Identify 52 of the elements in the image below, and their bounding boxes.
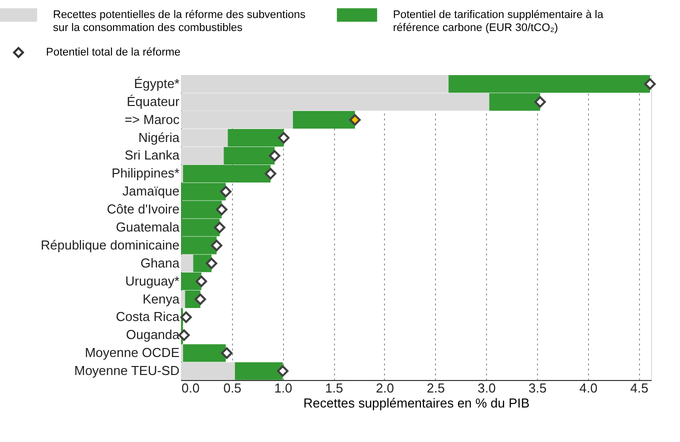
y-tick-label: => Maroc: [124, 112, 180, 127]
x-tick-label: 4.0: [579, 380, 598, 396]
point: [180, 311, 192, 323]
bar: [183, 344, 226, 362]
bar: [234, 362, 283, 380]
y-tick-label: Côte d'Ivoire: [106, 202, 180, 217]
point: [216, 204, 228, 216]
point: [264, 168, 276, 180]
y-tick-label: Guatemala: [116, 220, 180, 234]
point: [349, 114, 361, 126]
x-tick-label: 0.5: [223, 380, 242, 396]
legend-label: Potentiel total de la réforme: [46, 46, 181, 58]
x-tick-label: 1.5: [325, 380, 344, 396]
x-tick-label: 0.0: [182, 380, 200, 396]
y-tick-label: Jamaïque: [122, 184, 180, 199]
y-tick-label: Costa Rica: [116, 309, 180, 324]
y-tick-label: République dominicaine: [40, 237, 180, 252]
point: [644, 78, 656, 90]
point: [194, 294, 206, 306]
y-tick-label: Sri Lanka: [124, 148, 180, 163]
x-tick-label: 2.0: [376, 380, 394, 396]
y-tick-label: Égypte*: [134, 76, 180, 91]
bar: [181, 254, 194, 272]
point: [278, 132, 290, 144]
y-tick-label: Moyenne OCDE: [84, 345, 180, 360]
point: [221, 347, 233, 359]
x-tick-label: 2.5: [426, 380, 445, 396]
point: [206, 258, 218, 270]
point: [220, 186, 232, 198]
y-tick-label: Équateur: [126, 94, 180, 109]
point: [534, 96, 546, 108]
y-tick-label: Uruguay*: [125, 273, 180, 288]
x-tick-label: 4.5: [630, 380, 648, 396]
y-tick-label: Philippines*: [112, 166, 180, 181]
x-axis-title: Recettes supplémentaires en % du PIB: [303, 396, 530, 410]
point: [196, 276, 208, 288]
legend-label: Potentiel de tarification supplémentaire à la référence carbone (EUR 30/tCO₂): [393, 9, 604, 34]
point: [214, 222, 226, 234]
y-tick-label: Ouganda: [126, 327, 180, 342]
y-tick-label: Nigéria: [138, 130, 180, 145]
point: [268, 150, 280, 162]
y-tick-label: Ghana: [140, 255, 180, 270]
point: [276, 365, 288, 377]
legend-label: Recettes potentielles de la réforme des subventions sur la consommation des combustibles: [53, 9, 306, 34]
x-tick-label: 3.5: [528, 380, 547, 396]
y-tick-label: Moyenne TEU-SD: [74, 363, 180, 378]
y-tick-label: Kenya: [142, 291, 180, 306]
point: [210, 240, 222, 252]
x-tick-label: 3.0: [478, 380, 496, 396]
bar: [181, 290, 186, 308]
x-tick-label: 1.0: [274, 380, 292, 396]
bar: [292, 111, 355, 129]
